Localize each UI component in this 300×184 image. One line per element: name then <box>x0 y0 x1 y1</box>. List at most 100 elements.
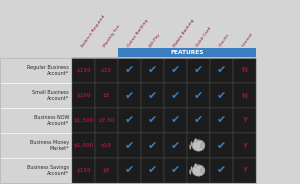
Text: ✔: ✔ <box>171 66 180 75</box>
Text: ✔: ✔ <box>171 91 180 100</box>
Bar <box>72 58 95 83</box>
Text: Business Money
Market*: Business Money Market* <box>30 140 69 151</box>
Text: ✔: ✔ <box>171 141 180 151</box>
Bar <box>95 133 118 158</box>
Bar <box>0 158 72 183</box>
Text: Interest: Interest <box>241 32 254 48</box>
Ellipse shape <box>194 164 197 167</box>
Text: ✔: ✔ <box>194 66 203 75</box>
Ellipse shape <box>192 165 205 176</box>
Bar <box>95 158 118 183</box>
Text: Small Business
Account*: Small Business Account* <box>32 90 69 101</box>
Text: ✔: ✔ <box>148 66 157 75</box>
Text: $10: $10 <box>101 68 112 73</box>
Text: Debit Card: Debit Card <box>195 27 212 48</box>
Text: $100: $100 <box>76 93 91 98</box>
Bar <box>141 58 164 83</box>
Text: Balance Required: Balance Required <box>80 14 106 48</box>
Bar <box>0 58 72 83</box>
Text: Y: Y <box>242 118 247 123</box>
Bar <box>187 133 210 158</box>
Bar <box>210 83 233 108</box>
Text: ✔: ✔ <box>171 116 180 125</box>
Text: ✔: ✔ <box>125 116 134 125</box>
Bar <box>164 158 187 183</box>
Text: ✔: ✔ <box>148 141 157 151</box>
Bar <box>233 58 256 83</box>
Bar <box>164 58 187 83</box>
Text: $150: $150 <box>76 168 91 173</box>
Ellipse shape <box>201 167 205 174</box>
Bar <box>72 83 95 108</box>
Text: ✔: ✔ <box>194 91 203 100</box>
Text: $5: $5 <box>103 93 110 98</box>
Text: $1,500: $1,500 <box>74 143 94 148</box>
Bar <box>210 158 233 183</box>
Text: ✔: ✔ <box>148 165 157 176</box>
Bar <box>187 58 210 83</box>
Bar <box>141 133 164 158</box>
Bar <box>72 108 95 133</box>
Ellipse shape <box>194 139 197 142</box>
Text: ✔: ✔ <box>125 91 134 100</box>
Bar <box>118 58 141 83</box>
Text: Monthly Fee: Monthly Fee <box>103 24 122 48</box>
Bar <box>233 108 256 133</box>
Text: ✔: ✔ <box>217 116 226 125</box>
Bar <box>141 158 164 183</box>
Text: Y: Y <box>242 142 247 148</box>
Text: Business Savings
Account*: Business Savings Account* <box>27 165 69 176</box>
Bar <box>164 133 187 158</box>
Bar <box>95 108 118 133</box>
Bar <box>118 83 141 108</box>
Bar <box>118 133 141 158</box>
Text: $10: $10 <box>101 143 112 148</box>
Bar <box>118 48 256 57</box>
Text: $1,500: $1,500 <box>74 118 94 123</box>
Bar <box>0 58 256 183</box>
Bar <box>0 108 72 133</box>
Bar <box>118 158 141 183</box>
Bar <box>118 108 141 133</box>
Text: Online Banking: Online Banking <box>126 18 148 48</box>
Text: $5: $5 <box>103 168 110 173</box>
Ellipse shape <box>201 142 205 149</box>
Text: ✔: ✔ <box>125 165 134 176</box>
Bar <box>0 83 72 108</box>
Bar <box>95 58 118 83</box>
Text: N: N <box>242 93 248 98</box>
Text: $150: $150 <box>76 68 91 73</box>
Bar <box>210 133 233 158</box>
Bar <box>141 108 164 133</box>
Bar <box>72 158 95 183</box>
Text: ✔: ✔ <box>148 91 157 100</box>
Text: ✔: ✔ <box>171 165 180 176</box>
Text: ✔: ✔ <box>217 66 226 75</box>
Bar <box>95 83 118 108</box>
Bar <box>187 158 210 183</box>
Bar <box>233 83 256 108</box>
Text: ✔: ✔ <box>217 141 226 151</box>
Text: ✔: ✔ <box>125 66 134 75</box>
Text: FEATURES: FEATURES <box>170 50 204 55</box>
Bar <box>164 83 187 108</box>
Bar <box>187 83 210 108</box>
Text: ✔: ✔ <box>217 165 226 176</box>
Bar <box>233 133 256 158</box>
Text: $7.50: $7.50 <box>98 118 115 123</box>
Text: N: N <box>242 68 248 73</box>
Bar <box>72 133 95 158</box>
Bar <box>164 108 187 133</box>
Bar <box>141 83 164 108</box>
Text: Regular Business
Account*: Regular Business Account* <box>27 65 69 76</box>
Bar <box>210 58 233 83</box>
Text: Checks: Checks <box>218 33 230 48</box>
Text: ✔: ✔ <box>217 91 226 100</box>
Text: ✔: ✔ <box>125 141 134 151</box>
Bar <box>233 158 256 183</box>
Bar <box>0 133 72 158</box>
Text: Bill Pay: Bill Pay <box>149 33 161 48</box>
Text: Mobile Banking: Mobile Banking <box>172 18 195 48</box>
Text: ✔: ✔ <box>148 116 157 125</box>
Text: ✔: ✔ <box>194 116 203 125</box>
